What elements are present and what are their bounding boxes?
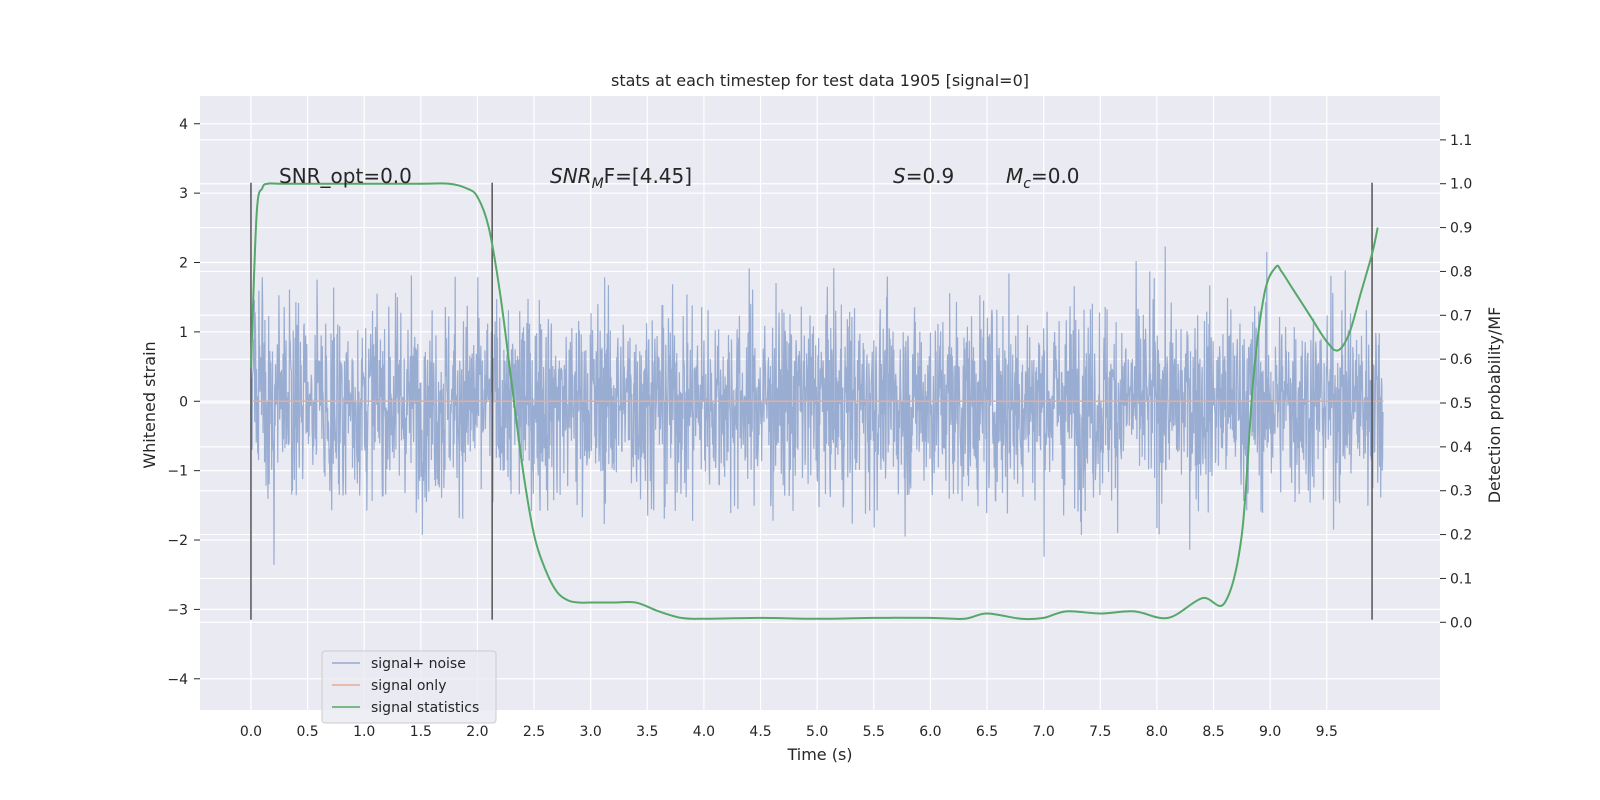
series-signal-plus-noise [250,246,1384,565]
x-tick-label: 4.5 [749,724,771,740]
legend-label-statistics: signal statistics [371,700,479,716]
snr-mf-sub: M [592,176,604,192]
x-tick-label: 6.0 [919,724,941,740]
mc-value: =0.0 [1031,164,1080,188]
x-tick-label: 1.5 [410,724,432,740]
y-right-tick-label: 0.0 [1450,615,1472,631]
y-right-axis-ticks: 1.1 1.0 0.9 0.8 0.7 0.6 0.5 0.4 0.3 0.2 0.1 0.0 [1440,133,1472,631]
y-right-axis-label: Detection probability/MF [1485,307,1504,504]
annotations: SNR_opt=0.0 SNRMF=[4.45] S=0.9 Mc=0.0 [279,164,1080,192]
x-tick-label: 3.0 [580,724,602,740]
x-axis-ticks: 0.0 0.5 1.0 1.5 2.0 2.5 3.0 3.5 4.0 4.5 5.0 5.5 6.0 6… [240,724,1338,740]
y-axis-label: Whitened strain [140,341,159,468]
legend-label-noise: signal+ noise [371,656,466,672]
y-right-tick-label: 0.2 [1450,528,1472,544]
y-tick-label: 1 [179,325,188,341]
x-tick-label: 7.0 [1033,724,1055,740]
y-tick-label: −4 [167,672,188,688]
signal-noise-line [250,246,1384,565]
x-tick-label: 7.5 [1089,724,1111,740]
y-right-tick-label: 0.7 [1450,308,1472,324]
legend-box [321,650,497,724]
x-tick-label: 5.0 [806,724,828,740]
x-tick-label: 3.5 [636,724,658,740]
signal-statistics-line [249,182,1379,621]
y-right-tick-label: 0.5 [1450,396,1472,412]
mc-sub: c [1023,176,1031,192]
y-right-tick-label: 1.1 [1450,133,1472,149]
mc-label: M [1006,164,1023,188]
series-signal-statistics [249,182,1379,621]
x-axis-label: Time (s) [786,745,852,764]
x-tick-label: 0.0 [240,724,262,740]
x-tick-label: 8.0 [1146,724,1168,740]
y-tick-label: −2 [167,533,188,549]
snr-mf-prefix: SNR [550,164,592,188]
chart-title: stats at each timestep for test data 190… [611,71,1029,90]
annotation-snr-opt: SNR_opt=0.0 [279,164,412,188]
x-tick-label: 2.5 [523,724,545,740]
annotation-s: S=0.9 [893,164,954,188]
y-right-tick-label: 0.6 [1450,352,1472,368]
y-tick-label: −3 [167,602,188,618]
y-right-tick-label: 0.8 [1450,264,1472,280]
x-tick-label: 9.5 [1316,724,1338,740]
y-right-tick-label: 1.0 [1450,177,1472,193]
y-tick-label: 0 [179,394,188,410]
s-value: =0.9 [906,164,955,188]
x-tick-label: 9.0 [1259,724,1281,740]
y-tick-label: 3 [179,186,188,202]
y-tick-label: 4 [179,117,188,133]
y-tick-label: −1 [167,464,188,480]
s-label: S [893,164,906,188]
y-right-tick-label: 0.9 [1450,221,1472,237]
grid-lines [200,96,1440,710]
annotation-mc: Mc=0.0 [1006,164,1080,192]
x-tick-label: 5.5 [863,724,885,740]
x-tick-label: 4.0 [693,724,715,740]
snr-mf-suffix: F=[4.45] [604,164,692,188]
legend-label-signal-only: signal only [371,678,446,694]
y-right-tick-label: 0.3 [1450,484,1472,500]
x-tick-label: 0.5 [296,724,318,740]
legend: signal+ noise signal only signal statist… [321,650,497,724]
y-right-tick-label: 0.1 [1450,571,1472,587]
y-axis-ticks: 4 3 2 1 0 −1 −2 −3 −4 [167,117,200,688]
y-tick-label: 2 [179,256,188,272]
x-tick-label: 8.5 [1202,724,1224,740]
x-tick-label: 1.0 [353,724,375,740]
annotation-snr-mf: SNRMF=[4.45] [550,164,692,192]
y-right-tick-label: 0.4 [1450,440,1472,456]
x-tick-label: 6.5 [976,724,998,740]
x-tick-label: 2.0 [466,724,488,740]
